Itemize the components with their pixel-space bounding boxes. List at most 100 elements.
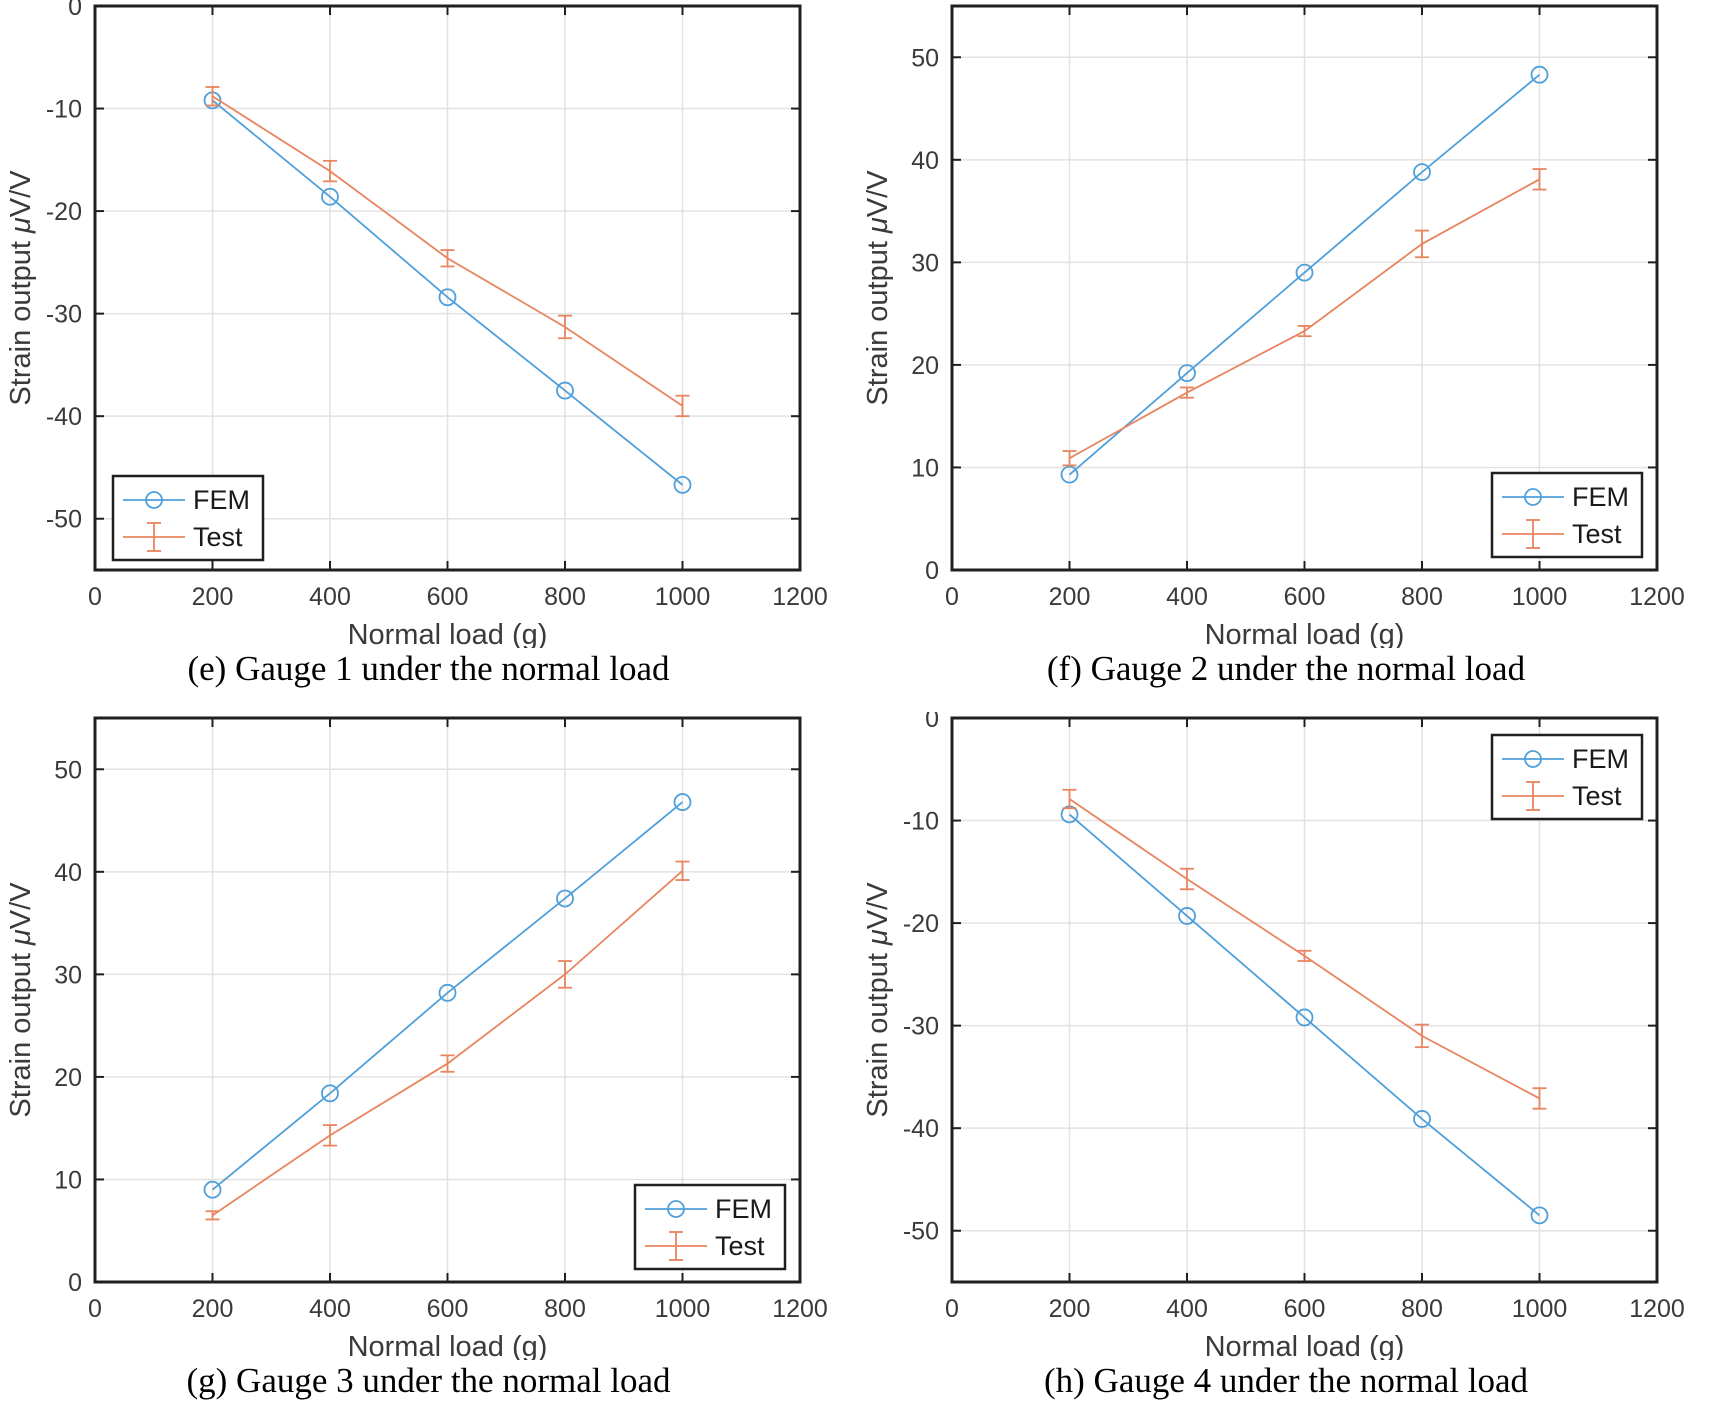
y-tick-label: 0: [925, 712, 939, 733]
legend: FEM Test: [1490, 733, 1644, 821]
test-series: [1062, 788, 1547, 1110]
error-bar: [1415, 1023, 1429, 1049]
circle-marker: [1413, 1110, 1431, 1128]
fem-series: [203, 793, 692, 1199]
x-tick-label: 400: [309, 1295, 351, 1323]
error-bar: [440, 1054, 455, 1073]
y-tick-label: 0: [925, 557, 939, 585]
legend-entry-fem: FEM: [645, 1194, 772, 1224]
y-tick-label: -10: [903, 808, 939, 836]
tick-labels: 0 200 400 600 800 1000 1200 0 -10 -20 -30 -40 -50: [903, 712, 1685, 1323]
panel-gauge-4: 0 200 400 600 800 1000 1200 0 -10 -20 -30 -40 -50 Nor…: [857, 712, 1715, 1424]
tick-labels: 0 200 400 600 800 1000 1200 0 10 20 30 40 50: [54, 756, 828, 1323]
x-tick-label: 200: [1049, 583, 1091, 611]
x-tick-label: 200: [192, 1295, 234, 1323]
panel-gauge-1: 0 200 400 600 800 1000 1200 0 -10 -20 -30 -40 -50 Nor…: [0, 0, 857, 712]
y-tick-label: -30: [903, 1013, 939, 1041]
axes: [93, 716, 802, 1284]
x-tick-label: 1200: [1629, 1295, 1685, 1323]
legend: FEM Test: [1490, 471, 1644, 559]
x-tick-label: 1200: [772, 1295, 828, 1323]
x-axis-label: Normal load (g): [348, 619, 548, 648]
caption-gauge-4: (h) Gauge 4 under the normal load: [1043, 1361, 1528, 1400]
circle-marker: [1178, 364, 1196, 383]
legend-entry-test: Test: [645, 1231, 765, 1261]
error-bar: [440, 249, 455, 268]
y-axis-label: Strain output μV/V: [862, 170, 894, 406]
circle-marker: [321, 187, 339, 206]
x-tick-label: 1000: [1512, 1295, 1568, 1323]
gauge-4-chart: 0 200 400 600 800 1000 1200 0 -10 -20 -30 -40 -50 Nor…: [862, 712, 1685, 1360]
error-bar: [205, 86, 220, 107]
legend-box: [111, 474, 265, 562]
y-tick-label: 10: [911, 454, 939, 482]
y-tick-label: 40: [911, 147, 939, 175]
circle-marker: [1060, 465, 1079, 484]
x-tick-label: 600: [427, 583, 469, 611]
x-tick-label: 600: [427, 1295, 469, 1323]
test-series: [1062, 168, 1547, 467]
circle-marker: [438, 288, 457, 307]
axes: [93, 4, 802, 572]
legend-label: FEM: [1572, 482, 1629, 512]
y-axis-label: Strain output μV/V: [5, 170, 37, 406]
y-tick-label: -20: [46, 198, 82, 226]
x-tick-label: 200: [1049, 1295, 1091, 1323]
legend-label: FEM: [1572, 744, 1629, 774]
y-tick-label: 30: [54, 961, 82, 989]
x-tick-label: 400: [1166, 583, 1208, 611]
y-tick-label: -30: [46, 301, 82, 329]
error-bar: [1062, 450, 1077, 467]
x-tick-label: 200: [192, 583, 234, 611]
y-tick-label: 20: [911, 352, 939, 380]
legend-entry-test: Test: [123, 522, 243, 552]
legend-entry-test: Test: [1502, 781, 1622, 811]
legend-label: FEM: [715, 1194, 772, 1224]
error-bar: [1180, 386, 1194, 399]
y-tick-label: 0: [68, 0, 82, 21]
legend-entry-fem: FEM: [1502, 482, 1629, 512]
x-tick-label: 0: [88, 1295, 102, 1323]
x-axis-label: Normal load (g): [348, 1331, 548, 1360]
x-tick-label: 600: [1284, 1295, 1326, 1323]
legend-box: [1490, 471, 1644, 559]
circle-marker: [1530, 1206, 1549, 1225]
y-tick-label: -50: [46, 506, 82, 534]
error-bar: [1062, 788, 1077, 810]
caption-gauge-3: (g) Gauge 3 under the normal load: [186, 1361, 671, 1400]
axes: [950, 4, 1659, 572]
y-tick-label: 40: [54, 859, 82, 887]
fem-line: [1068, 74, 1541, 476]
legend-label: Test: [1572, 781, 1622, 811]
x-tick-label: 800: [544, 1295, 586, 1323]
x-tick-label: 0: [945, 1295, 959, 1323]
error-bar: [1297, 325, 1312, 338]
gridlines: [95, 6, 800, 570]
legend-label: Test: [715, 1231, 765, 1261]
fem-series: [1060, 65, 1549, 484]
circle-marker: [673, 793, 692, 811]
error-bar: [205, 1210, 220, 1221]
fem-line: [211, 801, 684, 1191]
error-bar: [1297, 949, 1312, 962]
error-bar: [1180, 867, 1194, 891]
error-bar: [1532, 1087, 1547, 1110]
error-bar: [323, 1124, 337, 1147]
circle-marker: [1413, 163, 1431, 182]
fem-series: [1060, 805, 1549, 1225]
plot-area: 0 200 400 600 800 1000 1200 0 -10 -20 -30 -40 -50 Nor…: [862, 712, 1685, 1360]
legend-label: Test: [1572, 519, 1622, 549]
error-bar: [558, 960, 572, 989]
x-tick-label: 1200: [1629, 583, 1685, 611]
y-tick-label: 20: [54, 1064, 82, 1092]
gauge-3-chart: 0 200 400 600 800 1000 1200 0 10 20 30 40 50 Normal l…: [5, 716, 828, 1360]
fem-line: [1068, 813, 1541, 1217]
y-tick-label: 10: [54, 1166, 82, 1194]
legend-label: FEM: [193, 485, 250, 515]
y-tick-label: -40: [46, 403, 82, 431]
panel-gauge-3: 0 200 400 600 800 1000 1200 0 10 20 30 40 50 Normal l…: [0, 712, 857, 1424]
y-tick-label: -40: [903, 1115, 939, 1143]
y-tick-label: 50: [54, 756, 82, 784]
x-tick-label: 1000: [655, 1295, 711, 1323]
y-axis-label: Strain output μV/V: [5, 882, 37, 1118]
